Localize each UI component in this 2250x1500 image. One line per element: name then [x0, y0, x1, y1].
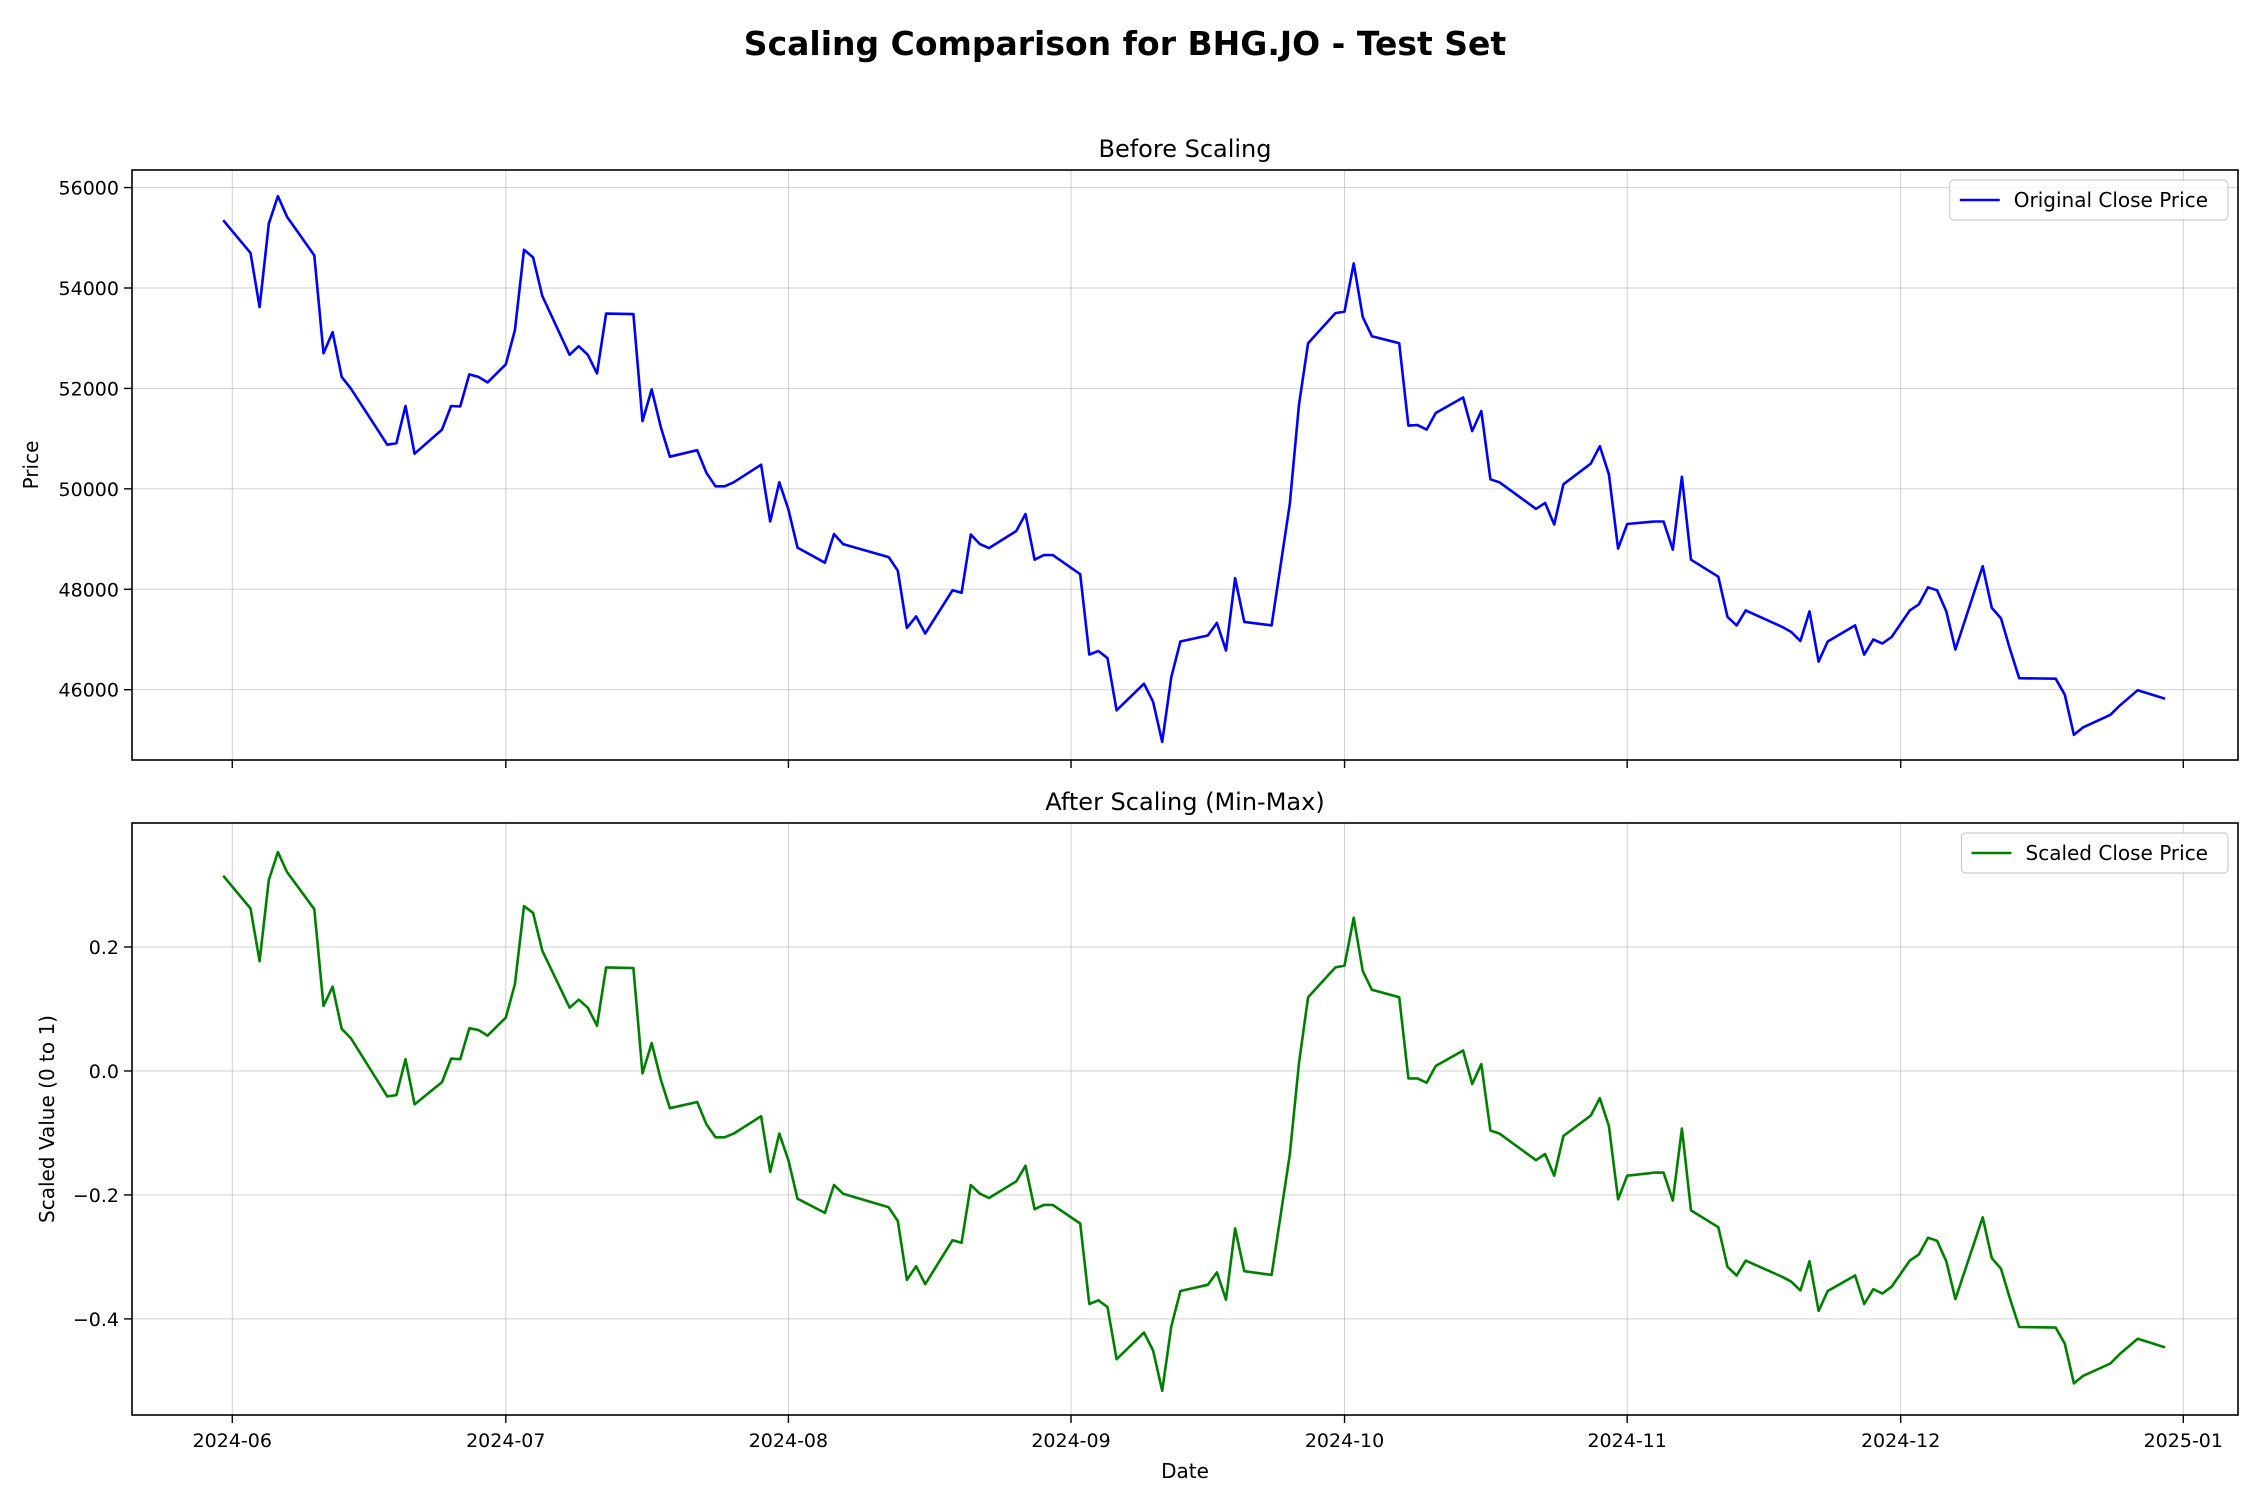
- y-tick-label-before-scaling-3: 52000: [59, 378, 119, 400]
- y-tick-label-before-scaling-1: 48000: [59, 579, 119, 601]
- y-tick-label-before-scaling-2: 50000: [59, 479, 119, 501]
- legend-label-scaled-close-price: Scaled Close Price: [2026, 841, 2209, 865]
- plot-area-after-scaling: [222, 850, 2166, 1393]
- y-tick-label-after-scaling-0: −0.4: [73, 1309, 119, 1331]
- figure-title: Scaling Comparison for BHG.JO - Test Set: [744, 24, 1507, 63]
- subplot-title-after-scaling: After Scaling (Min-Max): [1045, 788, 1324, 816]
- y-tick-label-before-scaling-0: 46000: [59, 680, 119, 702]
- x-tick-label-2025-01: 2025-01: [2144, 1430, 2223, 1452]
- x-axis-label: Date: [1161, 1459, 1209, 1483]
- y-tick-label-before-scaling-5: 56000: [59, 178, 119, 200]
- x-tick-label-2024-06: 2024-06: [193, 1430, 272, 1452]
- axes-after-scaling: 2024-06 2024-07 2024-08 2024-09 2024-10 2024-…: [35, 788, 2239, 1483]
- subplot-title-before-scaling: Before Scaling: [1098, 135, 1271, 163]
- y-tick-label-after-scaling-2: 0.0: [89, 1061, 119, 1083]
- y-tick-label-before-scaling-4: 54000: [59, 278, 119, 300]
- legend-box-after-scaling: [1960, 832, 2229, 874]
- y-ticks-before-scaling: 46000 48000 50000 52000 54000 56000: [59, 178, 132, 702]
- axes-frame-before-scaling: [131, 169, 2239, 761]
- grid-after-scaling: [132, 823, 2238, 1415]
- plot-area-before-scaling: [222, 194, 2166, 744]
- x-tick-label-2024-12: 2024-12: [1861, 1430, 1940, 1452]
- x-tick-label-2024-10: 2024-10: [1305, 1430, 1384, 1452]
- y-axis-label-before-scaling: Price: [19, 441, 43, 490]
- y-tick-label-after-scaling-1: −0.2: [73, 1185, 119, 1207]
- y-tick-label-after-scaling-3: 0.2: [89, 937, 119, 959]
- x-tick-label-2024-08: 2024-08: [749, 1430, 828, 1452]
- x-tick-label-2024-07: 2024-07: [466, 1430, 545, 1452]
- series-line-original-close-price: [222, 194, 2166, 744]
- legend-box-before-scaling: [1949, 179, 2229, 221]
- y-axis-label-after-scaling: Scaled Value (0 to 1): [35, 1015, 59, 1223]
- legend-before-scaling: Original Close Price: [1949, 179, 2229, 221]
- x-tick-label-2024-11: 2024-11: [1587, 1430, 1666, 1452]
- series-line-scaled-close-price: [222, 850, 2166, 1393]
- axes-before-scaling: 46000 48000 50000 52000 54000 56000 Before Sc…: [19, 135, 2239, 768]
- x-tick-label-2024-09: 2024-09: [1031, 1430, 1110, 1452]
- x-ticks-before-scaling: [231, 760, 2184, 768]
- grid-before-scaling: [132, 170, 2238, 760]
- legend-label-original-close-price: Original Close Price: [2014, 188, 2208, 212]
- legend-after-scaling: Scaled Close Price: [1960, 832, 2229, 874]
- y-ticks-after-scaling: −0.4 −0.2 0.0 0.2: [73, 937, 132, 1331]
- axes-frame-after-scaling: [131, 822, 2239, 1416]
- x-ticks-after-scaling: 2024-06 2024-07 2024-08 2024-09 2024-10 2024-…: [193, 1415, 2223, 1452]
